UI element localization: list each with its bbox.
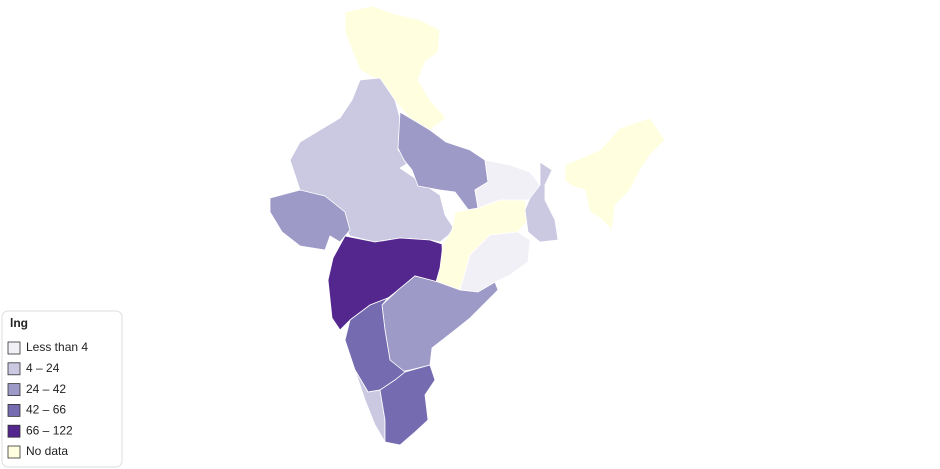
region (459, 231, 531, 293)
legend-title: lng (10, 316, 28, 330)
region (381, 275, 499, 373)
legend-label: 66 – 122 (26, 423, 73, 437)
legend-swatch (7, 424, 21, 438)
region (379, 364, 436, 446)
legend-swatch (7, 341, 21, 355)
legend-items: Less than 4 4 – 24 24 – 42 42 – 66 66 – 122 N… (7, 340, 88, 459)
region (474, 159, 541, 209)
legend: lng Less than 4 4 – 24 24 – 42 42 – 66 66 – … (1, 310, 123, 468)
region (524, 161, 559, 243)
regions (269, 5, 666, 446)
legend-label: 24 – 42 (26, 382, 66, 396)
legend-swatch (7, 383, 21, 397)
legend-swatch (7, 362, 21, 376)
legend-swatch (7, 403, 21, 417)
region (564, 117, 666, 231)
legend-label: 42 – 66 (26, 403, 66, 417)
legend-label: Less than 4 (26, 340, 88, 354)
legend-box (1, 310, 123, 468)
region (269, 189, 351, 251)
region (344, 5, 447, 131)
legend-label: No data (26, 444, 68, 458)
legend-label: 4 – 24 (26, 361, 60, 375)
legend-swatch (7, 445, 21, 459)
